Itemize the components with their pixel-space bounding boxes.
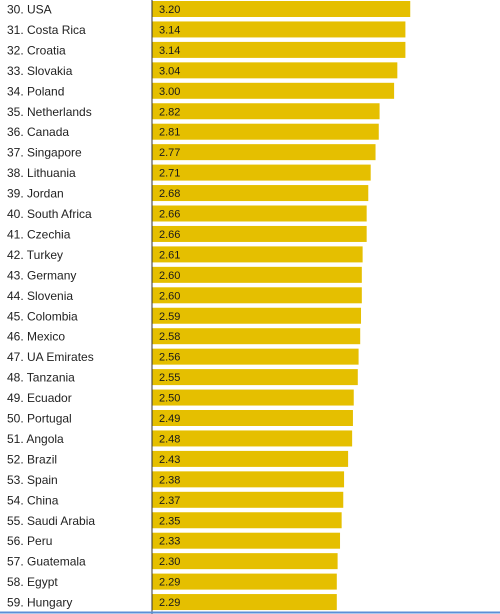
bar-value-label: 2.29 — [159, 597, 180, 609]
category-label: 41. Czechia — [7, 227, 71, 241]
category-label: 51. Angola — [7, 432, 64, 446]
bar-value-label: 3.14 — [159, 45, 180, 57]
bar — [152, 430, 353, 447]
category-label: 44. Slovenia — [7, 289, 73, 303]
bar-value-label: 2.77 — [159, 147, 180, 159]
bar-value-label: 2.56 — [159, 352, 180, 364]
bar-value-label: 2.60 — [159, 290, 180, 302]
bar-value-label: 2.82 — [159, 106, 180, 118]
bar-value-label: 2.61 — [159, 249, 180, 261]
category-label: 42. Turkey — [7, 248, 63, 262]
category-label: 54. China — [7, 493, 59, 507]
category-label: 46. Mexico — [7, 330, 65, 344]
bar-value-label: 2.43 — [159, 454, 180, 466]
category-label: 37. Singapore — [7, 146, 82, 160]
bar-value-label: 2.58 — [159, 331, 180, 343]
category-label: 43. Germany — [7, 268, 76, 282]
bar — [152, 328, 361, 345]
bar — [152, 471, 345, 488]
category-label: 40. South Africa — [7, 207, 92, 221]
bar — [152, 123, 379, 140]
bar — [152, 82, 395, 99]
bar — [152, 287, 362, 304]
bar — [152, 225, 367, 242]
bar — [152, 266, 362, 283]
bar-value-label: 2.55 — [159, 372, 180, 384]
bar-value-label: 2.81 — [159, 127, 180, 139]
bar — [152, 41, 406, 58]
category-label: 31. Costa Rica — [7, 23, 86, 37]
bar — [152, 144, 376, 161]
category-label: 47. UA Emirates — [7, 350, 94, 364]
bar — [152, 1, 411, 17]
bar-value-label: 2.49 — [159, 413, 180, 425]
category-label: 58. Egypt — [7, 575, 58, 589]
bar — [152, 103, 380, 120]
bar-value-label: 2.37 — [159, 495, 180, 507]
category-label: 34. Poland — [7, 84, 64, 98]
category-label: 49. Ecuador — [7, 391, 72, 405]
bar-value-label: 2.66 — [159, 209, 180, 221]
bar-value-label: 2.38 — [159, 474, 180, 486]
bar-value-label: 2.68 — [159, 188, 180, 200]
bar-value-label: 2.33 — [159, 536, 180, 548]
bar — [152, 185, 369, 202]
category-label: 48. Tanzania — [7, 371, 75, 385]
category-label: 56. Peru — [7, 534, 52, 548]
category-label: 36. Canada — [7, 125, 69, 139]
bar — [152, 205, 367, 222]
category-label: 52. Brazil — [7, 452, 57, 466]
bar — [152, 164, 371, 181]
bar — [152, 21, 406, 38]
bar-value-label: 2.48 — [159, 433, 180, 445]
bar-value-label: 2.60 — [159, 270, 180, 282]
category-label: 53. Spain — [7, 473, 58, 487]
value-labels: 3.20 3.14 3.14 3.04 3.00 2.82 2.81 2.77 2.71 2.68… — [159, 4, 180, 609]
bar — [152, 348, 359, 365]
bar — [152, 512, 342, 529]
bar-value-label: 2.50 — [159, 393, 180, 405]
bar — [152, 491, 344, 508]
category-label: 55. Saudi Arabia — [7, 514, 95, 528]
bar-value-label: 2.29 — [159, 577, 180, 589]
bar — [152, 532, 341, 549]
category-label: 50. Portugal — [7, 412, 72, 426]
bar — [152, 573, 337, 590]
bar-value-label: 2.66 — [159, 229, 180, 241]
bars — [152, 1, 411, 611]
bar-value-label: 2.35 — [159, 515, 180, 527]
bar — [152, 369, 358, 386]
bar — [152, 62, 398, 79]
category-labels: 30. USA 31. Costa Rica 32. Croatia 33. Slov… — [7, 3, 95, 610]
bar — [152, 307, 362, 324]
category-label: 39. Jordan — [7, 187, 64, 201]
bar — [152, 389, 354, 406]
category-label: 32. Croatia — [7, 43, 66, 57]
bar-value-label: 3.14 — [159, 24, 180, 36]
bar — [152, 410, 353, 426]
bar — [152, 553, 338, 570]
category-label: 57. Guatemala — [7, 555, 86, 569]
bar-value-label: 2.59 — [159, 311, 180, 323]
bar-value-label: 3.00 — [159, 86, 180, 98]
category-label: 33. Slovakia — [7, 64, 73, 78]
bar-value-label: 2.30 — [159, 556, 180, 568]
bar-value-label: 2.71 — [159, 168, 180, 180]
bar — [152, 594, 337, 611]
category-label: 38. Lithuania — [7, 166, 76, 180]
bar-value-label: 3.04 — [159, 65, 180, 77]
category-label: 59. Hungary — [7, 596, 72, 610]
category-label: 45. Colombia — [7, 309, 78, 323]
category-label: 30. USA — [7, 3, 52, 17]
bar-value-label: 3.20 — [159, 4, 180, 16]
category-label: 35. Netherlands — [7, 105, 92, 119]
bar — [152, 450, 349, 467]
bar — [152, 246, 363, 263]
